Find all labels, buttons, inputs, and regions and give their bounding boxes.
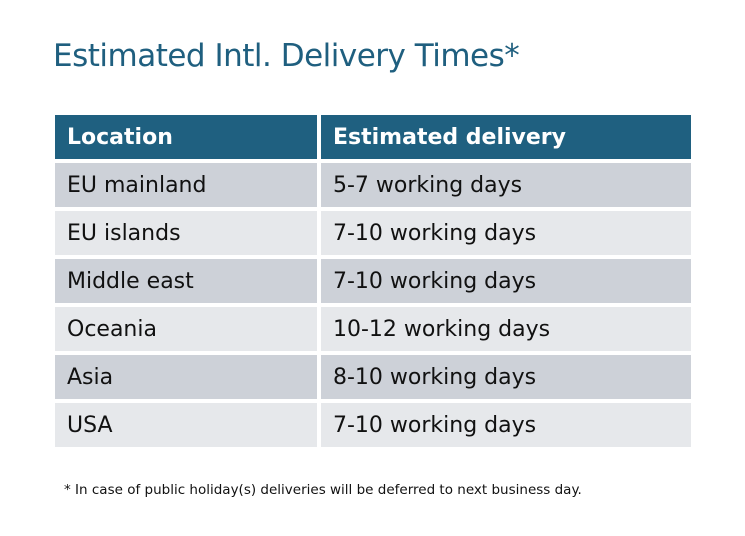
delivery-cell: 8-10 working days	[321, 355, 691, 399]
location-cell: USA	[55, 403, 317, 447]
table-row: Middle east 7-10 working days	[55, 259, 691, 303]
delivery-table: Location Estimated delivery EU mainland 5…	[51, 111, 695, 451]
delivery-cell: 10-12 working days	[321, 307, 691, 351]
location-cell: EU mainland	[55, 163, 317, 207]
footnote: * In case of public holiday(s) deliverie…	[64, 482, 582, 498]
table-row: EU islands 7-10 working days	[55, 211, 691, 255]
location-cell: Middle east	[55, 259, 317, 303]
table-row: Oceania 10-12 working days	[55, 307, 691, 351]
table-row: EU mainland 5-7 working days	[55, 163, 691, 207]
table-row: USA 7-10 working days	[55, 403, 691, 447]
location-cell: EU islands	[55, 211, 317, 255]
page-title: Estimated Intl. Delivery Times*	[53, 38, 520, 74]
delivery-cell: 7-10 working days	[321, 211, 691, 255]
header-estimated-delivery: Estimated delivery	[321, 115, 691, 159]
delivery-cell: 5-7 working days	[321, 163, 691, 207]
location-cell: Oceania	[55, 307, 317, 351]
delivery-cell: 7-10 working days	[321, 403, 691, 447]
header-location: Location	[55, 115, 317, 159]
table-row: Asia 8-10 working days	[55, 355, 691, 399]
location-cell: Asia	[55, 355, 317, 399]
table-header-row: Location Estimated delivery	[55, 115, 691, 159]
delivery-cell: 7-10 working days	[321, 259, 691, 303]
